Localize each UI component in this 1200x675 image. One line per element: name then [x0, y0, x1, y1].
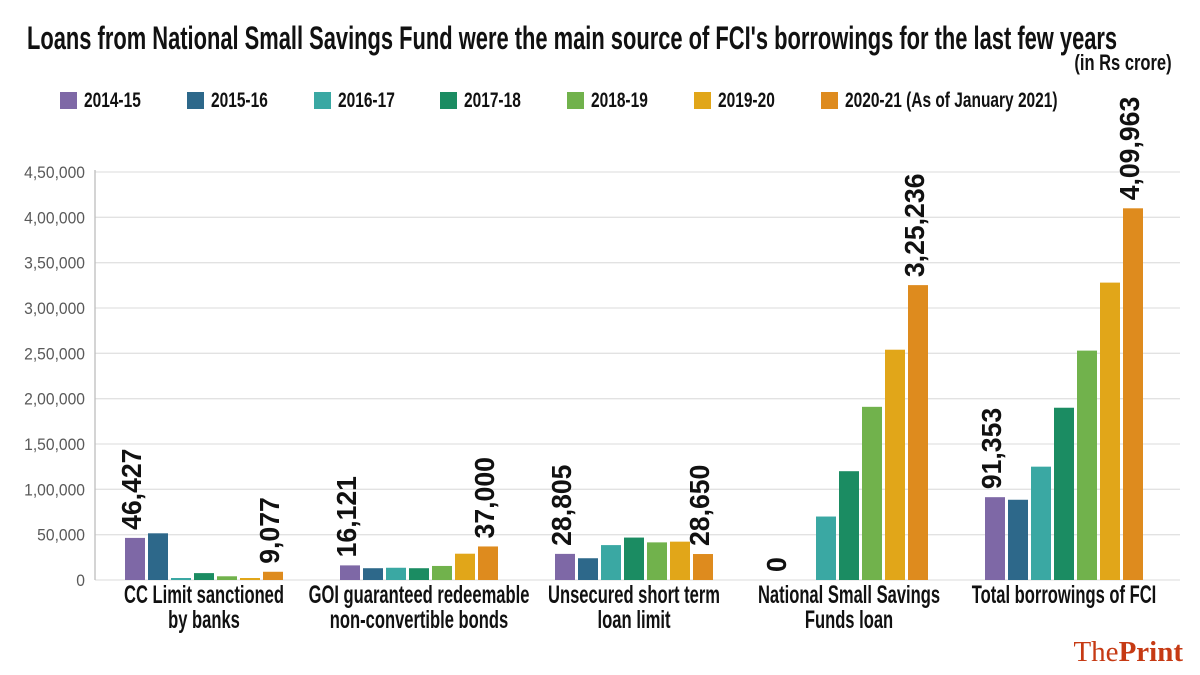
- svg-text:by banks: by banks: [168, 606, 240, 634]
- svg-text:46,427: 46,427: [116, 449, 147, 530]
- svg-text:3,50,000: 3,50,000: [24, 254, 85, 273]
- svg-text:1,00,000: 1,00,000: [24, 480, 85, 499]
- svg-text:28,650: 28,650: [684, 465, 715, 546]
- svg-text:GOI guaranteed redeemable: GOI guaranteed redeemable: [309, 581, 530, 609]
- svg-text:2,50,000: 2,50,000: [24, 344, 85, 363]
- svg-text:16,121: 16,121: [331, 476, 362, 557]
- svg-text:0: 0: [761, 557, 792, 572]
- svg-text:Funds loan: Funds loan: [805, 606, 893, 634]
- svg-text:50,000: 50,000: [37, 526, 85, 545]
- svg-text:non-convertible bonds: non-convertible bonds: [330, 606, 508, 634]
- svg-text:loan limit: loan limit: [597, 606, 671, 634]
- svg-text:4,50,000: 4,50,000: [24, 163, 85, 182]
- svg-text:CC Limit sanctioned: CC Limit sanctioned: [124, 581, 284, 609]
- svg-text:1,50,000: 1,50,000: [24, 435, 85, 454]
- svg-text:3,25,236: 3,25,236: [899, 174, 930, 278]
- svg-text:3,00,000: 3,00,000: [24, 299, 85, 318]
- svg-text:28,805: 28,805: [546, 465, 577, 546]
- svg-text:9,077: 9,077: [254, 497, 285, 564]
- svg-text:4,09,963: 4,09,963: [1114, 97, 1145, 201]
- svg-text:National Small Savings: National Small Savings: [758, 581, 940, 609]
- svg-text:37,000: 37,000: [469, 457, 500, 538]
- svg-text:Unsecured short term: Unsecured short term: [548, 581, 720, 609]
- svg-text:2,00,000: 2,00,000: [24, 390, 85, 409]
- svg-text:4,00,000: 4,00,000: [24, 208, 85, 227]
- svg-text:91,353: 91,353: [976, 408, 1007, 489]
- svg-text:Total borrowings of FCI: Total borrowings of FCI: [972, 581, 1156, 609]
- svg-text:0: 0: [76, 571, 85, 590]
